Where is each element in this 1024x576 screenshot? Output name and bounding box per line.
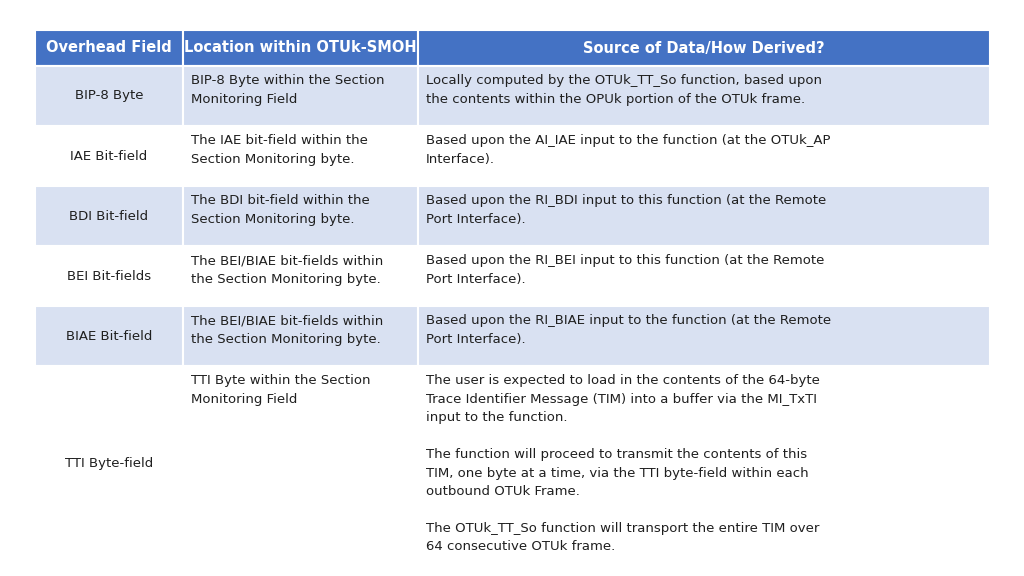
Bar [183, 246, 418, 306]
Text: BEI Bit-fields: BEI Bit-fields [67, 270, 152, 282]
Text: Locally computed by the OTUk_TT_So function, based upon
the contents within the : Locally computed by the OTUk_TT_So funct… [426, 74, 822, 105]
Text: The BDI bit-field within the
Section Monitoring byte.: The BDI bit-field within the Section Mon… [191, 194, 370, 225]
Bar [183, 306, 418, 366]
Bar [35, 246, 183, 306]
Text: The BEI/BIAE bit-fields within
the Section Monitoring byte.: The BEI/BIAE bit-fields within the Secti… [191, 254, 383, 286]
Bar [183, 126, 418, 186]
Text: The IAE bit-field within the
Section Monitoring byte.: The IAE bit-field within the Section Mon… [191, 134, 368, 165]
Text: BIAE Bit-field: BIAE Bit-field [66, 329, 153, 343]
Bar [418, 366, 990, 561]
Text: Based upon the RI_BDI input to this function (at the Remote
Port Interface).: Based upon the RI_BDI input to this func… [426, 194, 826, 225]
Bar [35, 126, 183, 186]
Bar [418, 306, 990, 366]
Text: TTI Byte-field: TTI Byte-field [65, 457, 154, 470]
Bar [418, 126, 990, 186]
Text: Based upon the RI_BEI input to this function (at the Remote
Port Interface).: Based upon the RI_BEI input to this func… [426, 254, 824, 286]
Text: Source of Data/How Derived?: Source of Data/How Derived? [584, 40, 824, 55]
Text: BIP-8 Byte within the Section
Monitoring Field: BIP-8 Byte within the Section Monitoring… [191, 74, 384, 105]
Text: Based upon the RI_BIAE input to the function (at the Remote
Port Interface).: Based upon the RI_BIAE input to the func… [426, 314, 831, 346]
Bar [418, 246, 990, 306]
Text: The BEI/BIAE bit-fields within
the Section Monitoring byte.: The BEI/BIAE bit-fields within the Secti… [191, 314, 383, 346]
Bar [35, 186, 183, 246]
Bar [183, 366, 418, 561]
Bar [35, 366, 183, 561]
Bar [183, 30, 418, 66]
Bar [418, 66, 990, 126]
Bar [183, 186, 418, 246]
Text: BIP-8 Byte: BIP-8 Byte [75, 89, 143, 103]
Bar [35, 30, 183, 66]
Bar [418, 186, 990, 246]
Text: TTI Byte within the Section
Monitoring Field: TTI Byte within the Section Monitoring F… [191, 374, 371, 406]
Text: The user is expected to load in the contents of the 64-byte
Trace Identifier Mes: The user is expected to load in the cont… [426, 374, 820, 554]
Text: Based upon the AI_IAE input to the function (at the OTUk_AP
Interface).: Based upon the AI_IAE input to the funct… [426, 134, 830, 165]
Bar [35, 306, 183, 366]
Text: Location within OTUk-SMOH: Location within OTUk-SMOH [184, 40, 417, 55]
Bar [35, 66, 183, 126]
Bar [183, 66, 418, 126]
Text: Overhead Field: Overhead Field [46, 40, 172, 55]
Bar [418, 30, 990, 66]
Text: IAE Bit-field: IAE Bit-field [71, 150, 147, 162]
Text: BDI Bit-field: BDI Bit-field [70, 210, 148, 222]
